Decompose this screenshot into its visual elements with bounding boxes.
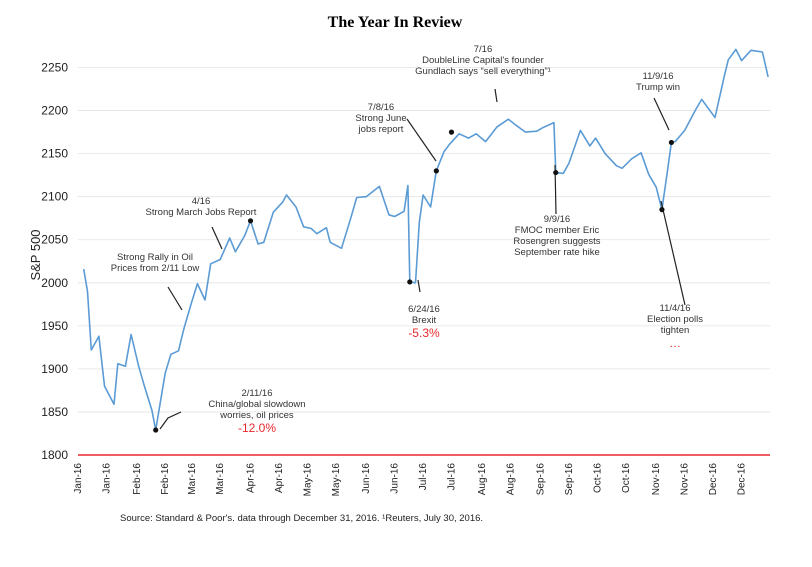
y-tick-label: 1850 bbox=[41, 405, 68, 419]
annotation-percent: -12.0% bbox=[238, 421, 276, 435]
annotation-line: 6/24/16 bbox=[408, 304, 440, 315]
event-marker bbox=[668, 139, 675, 146]
x-tick-label: Aug-16 bbox=[477, 463, 488, 496]
x-tick-label: Feb-16 bbox=[132, 463, 143, 495]
x-tick-label: Nov-16 bbox=[680, 463, 691, 496]
y-tick-label: 2200 bbox=[41, 104, 68, 118]
annotation-arrow bbox=[159, 411, 182, 430]
x-tick-label: Apr-16 bbox=[274, 463, 285, 493]
event-marker bbox=[407, 279, 413, 285]
annotation-line: 11/9/16 bbox=[643, 71, 674, 82]
annotation-line: Prices from 2/11 Low bbox=[111, 263, 200, 274]
annotation-arrow bbox=[417, 279, 421, 293]
x-tick-label: Oct-16 bbox=[621, 463, 632, 493]
annotation-arrow bbox=[211, 226, 223, 250]
annotation-line: jobs report bbox=[358, 124, 404, 135]
x-tick-label: Dec-16 bbox=[737, 463, 748, 496]
annotation-line: September rate hike bbox=[514, 247, 600, 258]
annotation-line: 2/11/16 bbox=[242, 388, 273, 399]
x-tick-label: Aug-16 bbox=[505, 463, 516, 496]
source-note: Source: Standard & Poor's. data through … bbox=[120, 513, 483, 524]
annotation-line: 7/8/16 bbox=[368, 102, 394, 113]
annotation-arrow bbox=[167, 286, 183, 311]
x-tick-label: Jul-16 bbox=[418, 463, 429, 491]
y-tick-label: 1800 bbox=[41, 448, 68, 462]
annotation-line: 11/4/16 bbox=[660, 303, 691, 314]
x-tick-label: Mar-16 bbox=[215, 463, 226, 495]
x-tick-label: Jan-16 bbox=[101, 463, 112, 494]
event-markers bbox=[153, 129, 675, 433]
annotation-arrow bbox=[406, 118, 437, 162]
y-axis-label: S&P 500 bbox=[28, 229, 43, 280]
y-tick-label: 1900 bbox=[41, 362, 68, 376]
annotation-line: Strong March Jobs Report bbox=[146, 207, 257, 218]
annotation-line: worries, oil prices bbox=[219, 410, 294, 421]
event-marker bbox=[153, 427, 159, 433]
annotation-line: 9/9/16 bbox=[544, 214, 570, 225]
y-axis-ticks: 1800 1850 1900 1950 2000 2050 2100 2150 2200 2250 bbox=[41, 61, 68, 462]
annotation-line: 4/16 bbox=[192, 196, 211, 207]
y-tick-label: 2100 bbox=[41, 190, 68, 204]
annotation-line: China/global slowdown bbox=[208, 399, 305, 410]
x-axis-ticks: Jan-16 Jan-16 Feb-16 Feb-16 Mar-16 Mar-16 Apr-… bbox=[73, 463, 748, 497]
x-tick-label: Jun-16 bbox=[390, 463, 401, 494]
x-tick-label: Jun-16 bbox=[361, 463, 372, 494]
series-layer bbox=[82, 48, 769, 431]
x-tick-label: Oct-16 bbox=[592, 463, 603, 493]
event-marker bbox=[433, 168, 439, 174]
annotation-line: Strong June bbox=[355, 113, 406, 124]
x-tick-label: Sep-16 bbox=[564, 463, 575, 496]
y-tick-label: 2000 bbox=[41, 276, 68, 290]
x-tick-label: Jul-16 bbox=[446, 463, 457, 491]
annotation-line: Brexit bbox=[412, 315, 437, 326]
series-line bbox=[82, 48, 769, 431]
x-tick-label: Sep-16 bbox=[536, 463, 547, 496]
annotation-line: FMOC member Eric bbox=[515, 225, 600, 236]
event-marker bbox=[659, 207, 665, 213]
annotation-arrow bbox=[494, 88, 498, 103]
x-tick-label: May-16 bbox=[302, 463, 313, 497]
annotation-line: Gundlach says “sell everything”¹ bbox=[415, 66, 551, 77]
x-tick-label: Apr-16 bbox=[246, 463, 257, 493]
annotation-line: Strong Rally in Oil bbox=[117, 252, 193, 263]
y-tick-label: 2150 bbox=[41, 147, 68, 161]
y-tick-label: 1950 bbox=[41, 319, 68, 333]
x-tick-label: Dec-16 bbox=[708, 463, 719, 496]
annotation-arrow bbox=[653, 97, 670, 131]
x-tick-label: May-16 bbox=[331, 463, 342, 497]
y-tick-label: 2050 bbox=[41, 233, 68, 247]
annotation-percent: … bbox=[669, 336, 681, 350]
annotation-line: DoubleLine Capital's founder bbox=[422, 55, 544, 66]
x-tick-label: Mar-16 bbox=[187, 463, 198, 495]
event-marker bbox=[553, 169, 559, 176]
y-tick-label: 2250 bbox=[41, 61, 68, 75]
annotation-percent: -5.3% bbox=[408, 326, 440, 340]
annotation-connectors bbox=[159, 88, 686, 430]
annotation-line: Rosengren suggests bbox=[513, 236, 600, 247]
x-tick-label: Jan-16 bbox=[73, 463, 84, 494]
annotation-line: Election polls bbox=[647, 314, 703, 325]
gridlines bbox=[78, 67, 770, 413]
event-marker bbox=[448, 129, 455, 135]
annotation-arrow bbox=[660, 200, 686, 306]
x-tick-label: Feb-16 bbox=[160, 463, 171, 495]
x-tick-label: Nov-16 bbox=[651, 463, 662, 496]
annotation-line: tighten bbox=[661, 325, 690, 336]
annotation-line: Trump win bbox=[636, 82, 680, 93]
event-marker bbox=[247, 218, 254, 224]
annotation-line: 7/16 bbox=[474, 44, 493, 55]
chart-title: The Year In Review bbox=[328, 14, 463, 31]
